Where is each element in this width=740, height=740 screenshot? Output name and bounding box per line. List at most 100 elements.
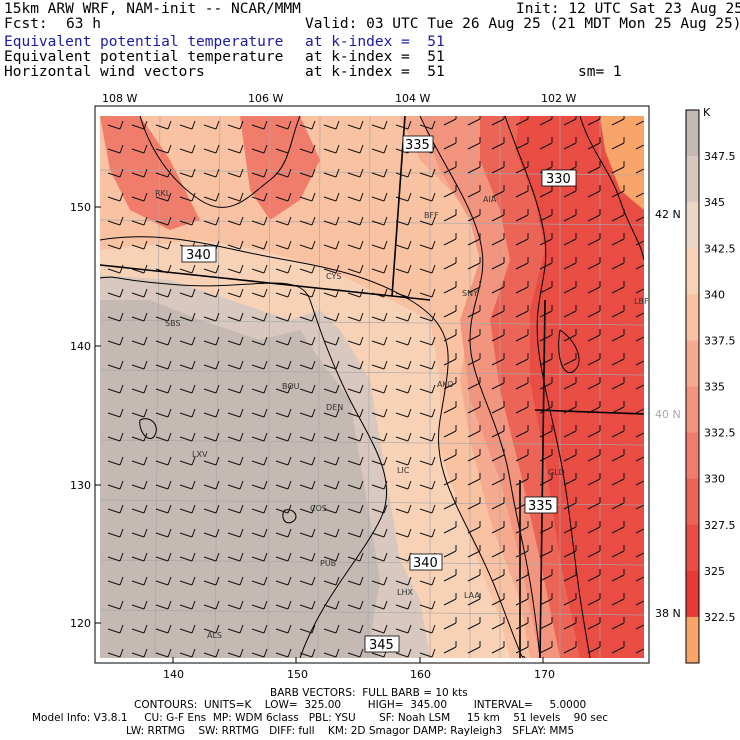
y-tick-120: 120 <box>70 617 91 630</box>
wind-barb <box>203 312 220 322</box>
colorbar-swatch <box>686 248 699 295</box>
county-grid <box>100 116 644 658</box>
colorbar-label: 330 <box>704 473 725 486</box>
wind-barb <box>443 521 457 534</box>
wind-barb <box>371 432 388 442</box>
wind-barb <box>203 336 220 346</box>
wind-barb <box>611 377 625 390</box>
colorbar-label: 335 <box>704 381 725 394</box>
wind-barb <box>155 504 172 514</box>
wind-barb <box>275 336 292 346</box>
wind-barb <box>179 408 196 418</box>
wind-barb <box>275 288 292 298</box>
wind-barb <box>323 408 340 418</box>
city-bff: BFF <box>424 211 439 220</box>
wind-barb <box>515 281 529 294</box>
wind-barb <box>323 168 340 178</box>
wind-barb <box>227 360 244 370</box>
wind-barb <box>467 161 481 174</box>
wind-barb <box>443 545 457 558</box>
wind-barb <box>467 473 481 486</box>
wind-barb <box>347 432 364 442</box>
wind-barb <box>443 185 457 198</box>
wind-barb <box>155 288 172 298</box>
wind-barb <box>155 240 172 250</box>
wind-barb <box>635 312 644 318</box>
wind-barb <box>371 408 388 418</box>
wind-barb <box>467 305 481 318</box>
wind-barb <box>275 120 292 130</box>
wind-barb <box>275 144 292 154</box>
wind-barb <box>323 432 340 442</box>
colorbar-swatch <box>686 432 699 480</box>
wind-barb <box>419 408 436 418</box>
wind-barb <box>155 264 172 274</box>
wind-barb <box>275 216 292 226</box>
wind-barb <box>275 168 292 178</box>
wind-barb <box>251 192 268 202</box>
wind-barb <box>347 360 364 370</box>
wind-barb <box>107 528 124 538</box>
wind-barb <box>179 288 196 298</box>
wind-barb <box>443 137 457 150</box>
wind-barb <box>395 264 412 274</box>
field-1-name: Equivalent potential temperature <box>4 34 284 50</box>
wind-barb <box>131 408 148 418</box>
wind-barb <box>611 233 625 246</box>
wind-barb <box>203 480 220 490</box>
wind-barb <box>419 120 436 130</box>
wind-barb <box>251 240 268 250</box>
wind-barb <box>107 480 124 490</box>
wind-barb <box>299 192 316 202</box>
wind-barb <box>563 593 577 606</box>
wind-barb <box>179 144 196 154</box>
wind-barb <box>635 288 644 294</box>
wind-barb <box>251 312 268 322</box>
wind-barb <box>203 600 220 610</box>
contour-label: 330 <box>546 172 571 187</box>
wind-barb <box>539 209 553 222</box>
wind-barb <box>323 240 340 250</box>
wind-barb <box>275 624 292 634</box>
wind-barb <box>371 192 388 202</box>
contour-label-group: 335 330 340 335 340 345 <box>181 135 577 653</box>
wind-barb <box>203 384 220 394</box>
wind-barb <box>611 329 625 342</box>
wind-barb <box>131 528 148 538</box>
wind-barb <box>323 456 340 466</box>
wind-barb <box>227 216 244 226</box>
wind-barb <box>347 336 364 346</box>
colorbar-label: 337.5 <box>704 334 736 347</box>
colorbar-label: 340 <box>704 288 725 301</box>
wind-barb <box>371 576 388 586</box>
wind-barb <box>419 504 436 514</box>
wind-barb <box>539 257 553 270</box>
wind-barb <box>323 576 340 586</box>
wind-barb <box>203 528 220 538</box>
wind-barb <box>179 120 196 130</box>
field-1-level: at k-index = 51 <box>305 34 445 50</box>
wind-barb <box>467 257 481 270</box>
wind-barb <box>443 617 457 630</box>
wind-barb <box>179 168 196 178</box>
valid-time: Valid: 03 UTC Tue 26 Aug 25 (21 MDT Mon … <box>305 16 740 32</box>
wind-barb <box>155 552 172 562</box>
wind-barb <box>635 456 644 462</box>
city-lbf: LBF <box>634 297 649 306</box>
lat-label-40n: 40 N <box>655 408 681 421</box>
wind-barb <box>371 288 388 298</box>
wind-barb <box>131 360 148 370</box>
wind-barb <box>155 432 172 442</box>
wind-barb <box>107 240 124 250</box>
wind-barb <box>275 552 292 562</box>
wind-barb <box>203 216 220 226</box>
wind-barb <box>491 233 505 246</box>
wind-barb <box>635 144 644 150</box>
wind-barb <box>251 408 268 418</box>
wind-barb <box>107 408 124 418</box>
wind-barb <box>539 593 553 606</box>
wind-barb <box>587 353 601 366</box>
wind-barb <box>515 401 529 414</box>
wind-barb <box>275 528 292 538</box>
colorbar-swatch <box>686 294 699 341</box>
